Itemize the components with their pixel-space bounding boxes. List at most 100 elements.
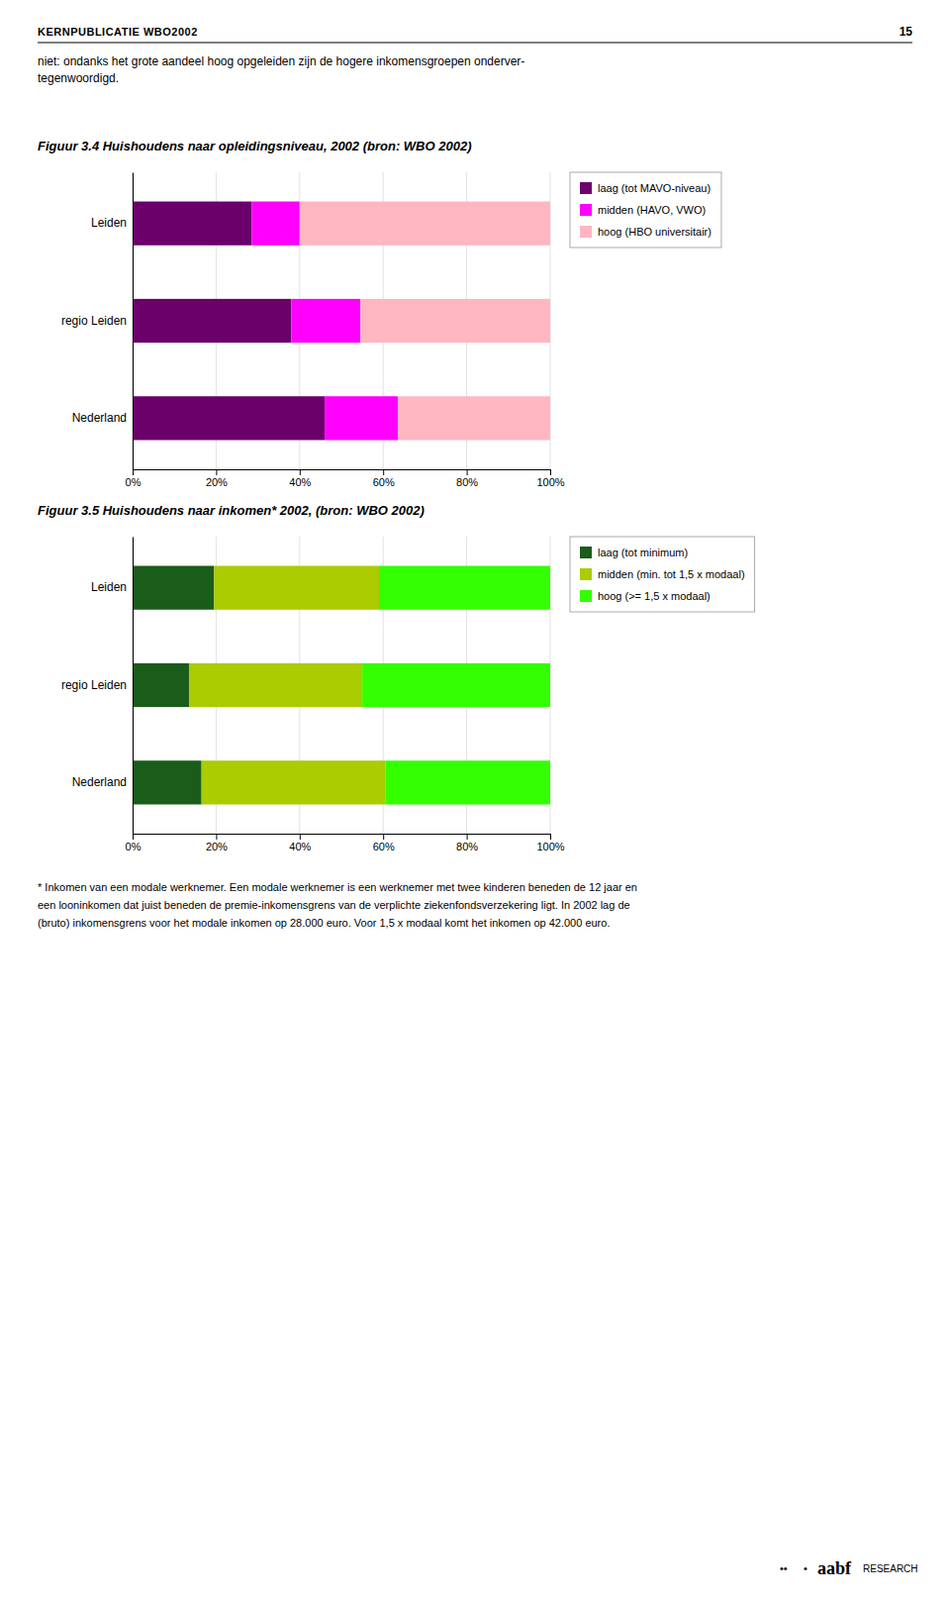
header-rule [37, 41, 913, 43]
bar-series [189, 566, 385, 805]
x-tick: 20% [205, 469, 228, 488]
x-tick: 40% [288, 469, 311, 488]
x-axis-line [133, 834, 552, 841]
bar [299, 201, 551, 246]
bar [201, 760, 386, 804]
x-axis-line [133, 470, 552, 476]
legend-entry: hoog (>= 1,5 x modaal) [597, 589, 711, 602]
x-tick: 60% [373, 469, 395, 488]
x-axis: 0% 20% 40% 60% 80% 100% [125, 833, 566, 853]
x-tick-label: 40% [288, 840, 311, 853]
page: KERNPUBLICATIE WBO200215niet: ondanks he… [0, 0, 950, 1600]
legend-swatch [579, 225, 592, 238]
y-tick-label: Nederland [72, 774, 127, 789]
grid-line [132, 172, 134, 470]
x-tick-label: 80% [456, 840, 478, 853]
legend-entry: hoog (HBO universitair) [597, 225, 712, 238]
y-tick-label: regio Leiden [61, 313, 127, 328]
plot-area: 0% 20% 40% 60% 80% 100% Leiden regio Leiden Nede… [61, 536, 566, 853]
x-tick-label: 60% [373, 475, 395, 488]
x-tick-mark [550, 833, 552, 840]
x-tick: 100% [536, 469, 565, 488]
x-tick-label: 100% [536, 840, 565, 853]
chart: Figuur 3.5 Huishoudens naar inkomen* 200… [37, 502, 756, 853]
footnote: een looninkomen dat juist beneden de pre… [37, 898, 631, 911]
bar-series [299, 201, 551, 441]
footnote: * Inkomen van een modale werknemer. Een … [37, 880, 638, 893]
plot-area: 0%20%40%60%80%100%Leidenregio LeidenNede… [61, 172, 566, 488]
x-tick: 80% [456, 469, 478, 488]
legend-swatch [579, 182, 592, 194]
y-tick: regio Leiden [61, 677, 133, 692]
x-tick-mark [550, 469, 552, 475]
logo-dot: • [803, 1561, 808, 1574]
x-tick-mark [132, 469, 134, 475]
x-tick-label: 60% [373, 840, 395, 853]
x-tick-mark [382, 833, 384, 840]
x-tick: 60% [373, 833, 395, 853]
grid-line [132, 536, 134, 834]
chart-title: Figuur 3.4 Huishoudens naar opleidingsni… [37, 138, 472, 154]
footnote: (bruto) inkomensgrens voor het modale in… [37, 916, 610, 929]
x-tick: 40% [288, 833, 311, 853]
y-tick-label: Leiden [91, 215, 127, 230]
bar [360, 298, 551, 343]
legend-frame [570, 172, 722, 248]
bar [384, 760, 551, 804]
logo-dots: •• [779, 1561, 788, 1574]
x-tick: 0% [125, 833, 142, 853]
bar [132, 298, 291, 343]
y-tick: Nederland [72, 410, 133, 425]
x-tick-mark [467, 469, 469, 475]
y-tick-label: Leiden [91, 579, 127, 594]
page-number: 15 [899, 24, 914, 39]
x-tick-mark [215, 469, 217, 475]
y-axis: Leiden regio Leiden Nederland [61, 537, 134, 835]
legend-frame [570, 536, 756, 612]
x-tick-label: 0% [125, 840, 142, 853]
x-tick-mark [132, 833, 134, 840]
x-tick-mark [215, 833, 217, 840]
x-tick-label: 100% [536, 475, 565, 488]
y-tick: Leiden [91, 579, 133, 594]
bar [379, 566, 551, 610]
legend: laag (tot minimum)midden (min. tot 1,5 x… [570, 536, 756, 612]
chart: Figuur 3.4 Huishoudens naar opleidingsni… [37, 138, 722, 488]
x-tick-mark [299, 469, 301, 475]
legend-entry: laag (tot minimum) [597, 546, 688, 559]
bar [290, 298, 361, 343]
page-title: KERNPUBLICATIE WBO2002 [37, 25, 198, 38]
legend-swatch [579, 568, 592, 580]
y-axis-line [132, 537, 134, 835]
bar [132, 201, 252, 246]
logo: •••aabfRESEARCH [779, 1557, 919, 1578]
bars [132, 201, 551, 441]
y-tick: Nederland [72, 774, 133, 789]
legend-swatch [579, 203, 592, 216]
bar [132, 663, 190, 707]
y-axis: Leiden regio Leiden Nederland [61, 173, 134, 471]
bar [213, 566, 380, 610]
bar [362, 663, 551, 707]
bar [132, 395, 325, 440]
y-tick: Leiden [91, 215, 133, 230]
x-tick-label: 20% [205, 840, 228, 853]
x-tick-label: 80% [456, 475, 478, 488]
legend: laag (tot MAVO-niveau) midden (HAVO, VWO)… [570, 172, 722, 248]
bars [132, 566, 551, 805]
y-tick-label: Nederland [72, 410, 127, 425]
x-tick: 100% [536, 833, 565, 853]
x-axis: 0%20%40%60%80%100% [125, 469, 566, 488]
legend-entry: laag (tot MAVO-niveau) [597, 182, 711, 194]
y-tick-label: regio Leiden [61, 677, 127, 692]
x-tick-label: 20% [205, 475, 228, 488]
bar-series [362, 566, 551, 805]
grid [132, 536, 551, 834]
legend-entry: midden (HAVO, VWO) [597, 203, 706, 216]
intro-line: tegenwoordigd. [37, 71, 119, 86]
x-tick: 20% [205, 833, 228, 853]
grid [132, 172, 551, 470]
x-tick-mark [467, 833, 469, 840]
legend-swatch [579, 589, 592, 602]
bar [132, 566, 214, 610]
